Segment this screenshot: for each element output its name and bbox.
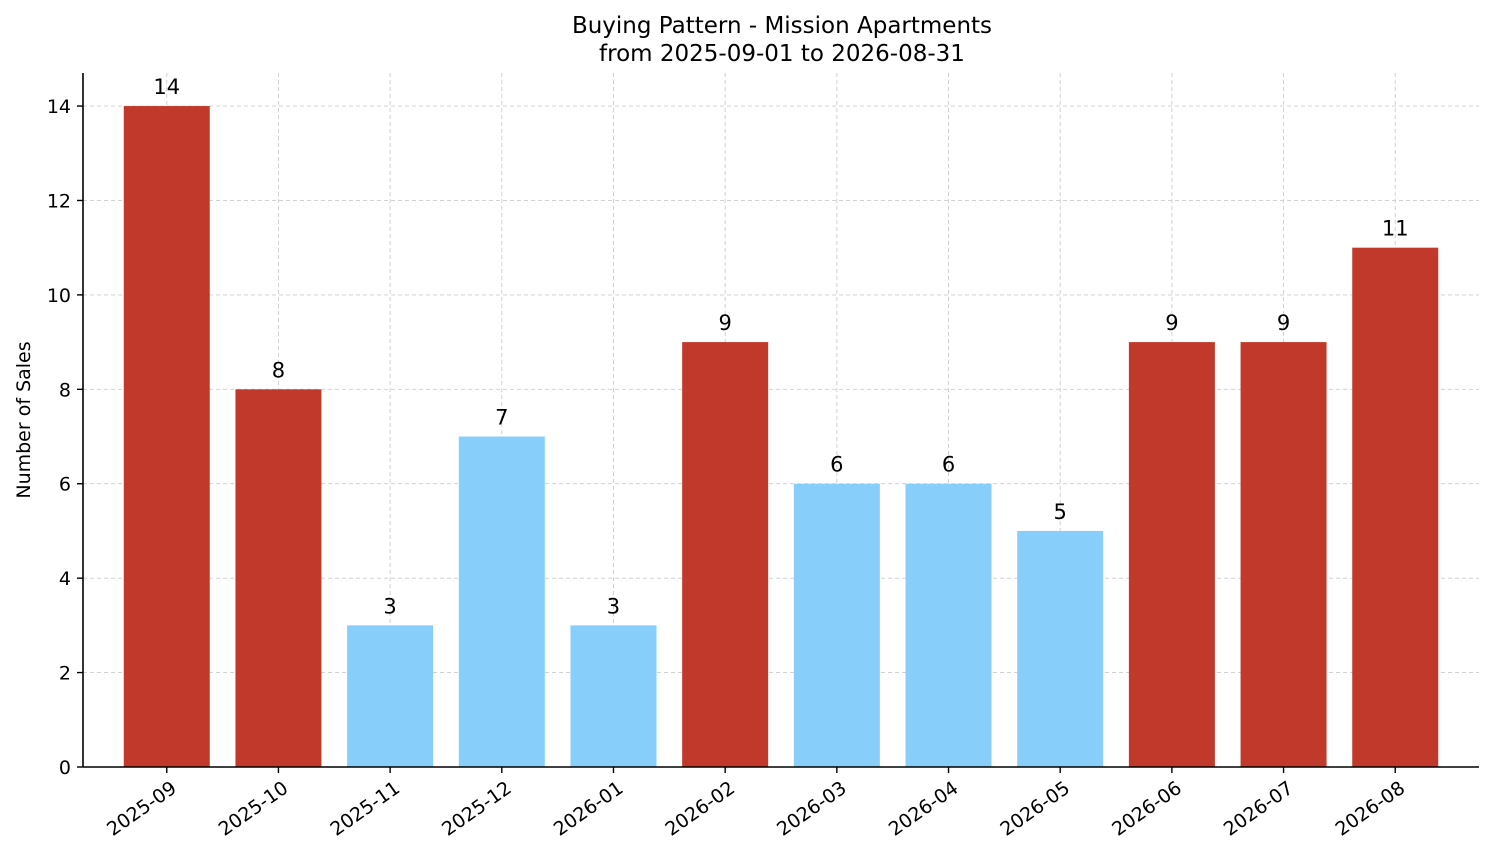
- x-tick-label: 2026-01: [550, 777, 628, 841]
- data-label: 5: [1054, 500, 1067, 524]
- bar: [1017, 530, 1104, 767]
- y-tick-label: 6: [59, 474, 71, 496]
- y-tick-label: 8: [59, 379, 71, 401]
- bar: [347, 625, 434, 767]
- bar: [570, 625, 657, 767]
- x-tick-label: 2025-12: [438, 777, 516, 841]
- data-labels: 14 8 3 7 3 9 6 6 5 9 9 11: [153, 75, 1408, 618]
- x-tick-label: 2025-10: [215, 777, 293, 841]
- x-tick-label: 2025-11: [326, 777, 404, 841]
- y-tick-label: 4: [59, 568, 71, 590]
- bar: [905, 483, 992, 767]
- data-label: 7: [495, 406, 508, 430]
- chart-title: Buying Pattern - Mission Apartments: [572, 13, 992, 39]
- y-tick-label: 10: [47, 285, 71, 307]
- bars: [123, 106, 1439, 768]
- data-label: 6: [830, 453, 843, 477]
- y-axis-label: Number of Sales: [13, 341, 35, 498]
- data-label: 8: [272, 358, 285, 382]
- bar: [1240, 342, 1327, 767]
- x-tick-label: 2026-03: [773, 777, 851, 841]
- x-tick-label: 2025-09: [103, 777, 181, 841]
- data-label: 3: [607, 594, 620, 618]
- data-label: 9: [1277, 311, 1290, 335]
- data-label: 11: [1382, 217, 1409, 241]
- x-tick-label: 2026-04: [885, 777, 963, 841]
- bar: [235, 389, 322, 767]
- x-tick-label: 2026-05: [996, 777, 1074, 841]
- data-label: 3: [383, 594, 396, 618]
- chart-subtitle: from 2025-09-01 to 2026-08-31: [599, 41, 965, 67]
- x-tick-label: 2026-08: [1331, 777, 1409, 841]
- data-label: 6: [942, 453, 955, 477]
- bar: [682, 342, 769, 767]
- data-label: 9: [718, 311, 731, 335]
- bar: [123, 106, 210, 768]
- bar: [793, 483, 880, 767]
- data-label: 14: [153, 75, 180, 99]
- x-tick-label: 2026-02: [661, 777, 739, 841]
- bar: [1352, 247, 1439, 767]
- y-tick-label: 14: [47, 96, 71, 118]
- x-tick-label: 2026-06: [1108, 777, 1186, 841]
- x-tick-label: 2026-07: [1220, 777, 1298, 841]
- data-label: 9: [1165, 311, 1178, 335]
- bar: [458, 436, 545, 767]
- y-tick-label: 0: [59, 757, 71, 779]
- y-tick-label: 12: [47, 190, 71, 212]
- y-tick-label: 2: [59, 663, 71, 685]
- bar: [1128, 342, 1215, 767]
